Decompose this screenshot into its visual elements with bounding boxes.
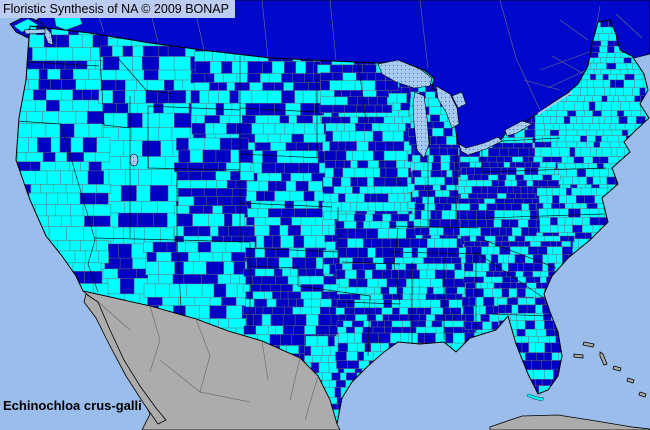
foreign-landmasses <box>82 290 650 430</box>
lake-ontario <box>504 120 533 137</box>
baja-california <box>83 293 167 425</box>
province-borders <box>95 0 643 111</box>
lake-superior <box>377 59 433 89</box>
great-lakes <box>23 26 573 167</box>
st-lawrence-river <box>537 91 573 115</box>
vancouver-island-present-strip <box>13 18 39 33</box>
florida-keys <box>526 393 545 402</box>
great-salt-lake <box>129 153 139 167</box>
lake-erie <box>458 136 503 156</box>
lake-michigan <box>412 91 430 159</box>
species-name-label: Echinochloa crus-galli <box>3 398 142 413</box>
lake-huron <box>435 85 460 129</box>
georgian-bay <box>451 91 467 109</box>
bahamas-islands <box>573 341 647 398</box>
map-attribution-bar: Floristic Synthesis of NA © 2009 BONAP <box>0 0 235 18</box>
strait-juan-de-fuca <box>23 28 46 35</box>
mexico-state-borders <box>95 299 319 421</box>
cuba-landmass <box>489 414 650 430</box>
map-title: Floristic Synthesis of NA © 2009 BONAP <box>3 2 229 16</box>
state-borders <box>16 37 607 357</box>
